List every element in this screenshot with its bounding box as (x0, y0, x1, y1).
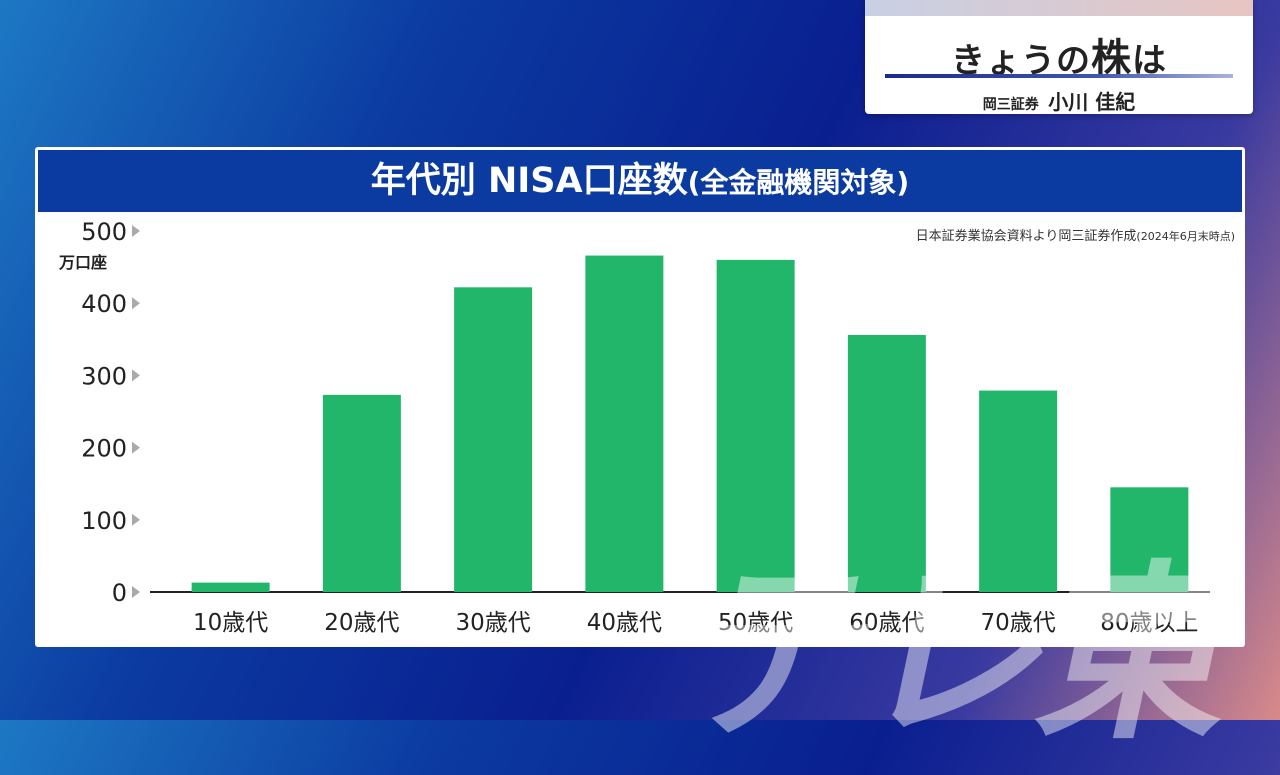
commentator: 岡三証券 小川 佳紀 (865, 86, 1253, 115)
y-tick-label: 0 (112, 579, 127, 607)
y-tick-label: 300 (81, 362, 127, 390)
x-tick-label: 20歳代 (324, 610, 399, 636)
y-tick-label: 400 (81, 290, 127, 318)
x-tick-label: 70歳代 (980, 610, 1055, 636)
bar (454, 287, 533, 592)
x-tick-label: 60歳代 (849, 610, 924, 636)
chart-title: 年代別 NISA口座数 (370, 161, 688, 201)
bar (191, 582, 270, 592)
y-tick-arrow (132, 586, 140, 598)
bar (847, 334, 926, 592)
x-tick-label: 80歳以上 (1100, 610, 1198, 636)
x-tick-label: 10歳代 (193, 610, 268, 636)
commentator-name: 小川 佳紀 (1048, 90, 1136, 114)
x-tick-label: 40歳代 (587, 610, 662, 636)
segment-title-divider (885, 74, 1233, 78)
chart-source-text: 日本証券業協会資料より岡三証券作成 (915, 229, 1137, 244)
y-tick-arrow (132, 225, 140, 237)
y-tick-arrow (132, 369, 140, 382)
segment-title-box: きょうの株は 岡三証券 小川 佳紀 (865, 0, 1253, 114)
bar (1110, 487, 1189, 592)
chart-title-paren: (全金融機関対象) (687, 166, 910, 199)
bar (716, 259, 795, 592)
bar-chart: 0 100 200 300 400 500 10歳代 20歳代 30歳代 40歳代 50歳代 60歳代… (81, 218, 1210, 636)
chart-title-bar: 年代別 NISA口座数(全金融機関対象) (38, 150, 1242, 212)
chart-source-date: (2024年6月末時点) (1136, 230, 1235, 243)
commentator-firm: 岡三証券 (982, 97, 1039, 113)
y-tick-arrow (132, 297, 140, 310)
y-tick-arrow (132, 441, 140, 454)
chart-panel: 年代別 NISA口座数(全金融機関対象) 日本証券業協会資料より岡三証券作成(2… (35, 147, 1245, 647)
bar (979, 390, 1058, 592)
y-axis-unit: 万口座 (59, 253, 108, 272)
x-tick-label: 30歳代 (455, 610, 530, 636)
y-tick-label: 100 (81, 507, 127, 535)
y-tick-label: 200 (81, 435, 127, 463)
y-tick-label: 500 (81, 218, 127, 246)
bar (585, 255, 664, 592)
bar (322, 394, 401, 592)
segment-title-top-strip (865, 0, 1253, 16)
x-tick-label: 50歳代 (718, 610, 793, 636)
chart-source: 日本証券業協会資料より岡三証券作成(2024年6月末時点) (916, 225, 1235, 244)
y-tick-arrow (132, 513, 140, 526)
